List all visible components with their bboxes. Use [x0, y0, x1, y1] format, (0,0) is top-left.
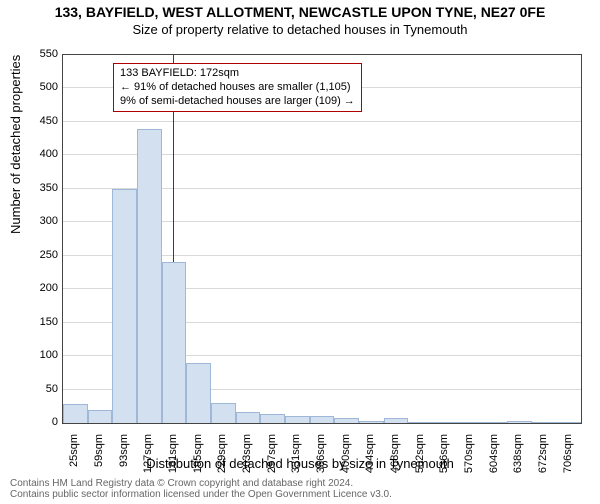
y-tick-label: 200	[40, 282, 58, 294]
x-tick-label: 536sqm	[438, 434, 450, 484]
y-tick-label: 500	[40, 81, 58, 93]
x-tick-label: 400sqm	[340, 434, 352, 484]
histogram-bar	[260, 414, 285, 423]
x-tick-label: 672sqm	[537, 434, 549, 484]
histogram-bar	[359, 421, 384, 423]
x-tick-label: 127sqm	[142, 434, 154, 484]
histogram-bar	[433, 422, 458, 423]
y-tick-label: 100	[40, 349, 58, 361]
histogram-bar	[408, 422, 433, 423]
histogram-bar	[532, 422, 557, 423]
x-tick-label: 263sqm	[241, 434, 253, 484]
y-tick-label: 550	[40, 48, 58, 60]
x-tick-label: 229sqm	[216, 434, 228, 484]
annotation-box: 133 BAYFIELD: 172sqm ← 91% of detached h…	[113, 63, 362, 112]
x-tick-label: 434sqm	[364, 434, 376, 484]
annotation-line-1: 133 BAYFIELD: 172sqm	[120, 67, 355, 81]
histogram-bar	[507, 421, 532, 423]
x-tick-label: 638sqm	[512, 434, 524, 484]
histogram-bar	[186, 363, 211, 423]
histogram-bar	[310, 416, 335, 423]
histogram-bar	[211, 403, 236, 423]
histogram-bar	[162, 262, 187, 423]
y-tick-label: 150	[40, 316, 58, 328]
histogram-bar	[556, 422, 581, 423]
x-tick-label: 331sqm	[290, 434, 302, 484]
x-tick-label: 297sqm	[266, 434, 278, 484]
x-tick-label: 502sqm	[414, 434, 426, 484]
y-tick-label: 300	[40, 215, 58, 227]
footer-line-2: Contains public sector information licen…	[10, 489, 392, 500]
y-tick-label: 350	[40, 182, 58, 194]
histogram-bar	[334, 418, 359, 423]
y-tick-label: 250	[40, 249, 58, 261]
page-subtitle: Size of property relative to detached ho…	[0, 22, 600, 37]
x-tick-label: 25sqm	[68, 434, 80, 484]
y-tick-label: 50	[46, 383, 58, 395]
x-tick-label: 93sqm	[118, 434, 130, 484]
y-tick-label: 0	[52, 416, 58, 428]
x-tick-label: 366sqm	[315, 434, 327, 484]
histogram-bar	[88, 410, 113, 423]
annotation-line-2: ← 91% of detached houses are smaller (1,…	[120, 81, 355, 95]
x-tick-label: 604sqm	[488, 434, 500, 484]
histogram-bar	[236, 412, 261, 423]
x-tick-label: 570sqm	[463, 434, 475, 484]
y-tick-label: 450	[40, 115, 58, 127]
x-tick-label: 195sqm	[192, 434, 204, 484]
histogram-bar	[285, 416, 310, 423]
x-tick-label: 706sqm	[562, 434, 574, 484]
histogram-bar	[458, 422, 483, 423]
x-tick-label: 161sqm	[167, 434, 179, 484]
y-axis-label: Number of detached properties	[8, 55, 23, 234]
x-tick-label: 59sqm	[93, 434, 105, 484]
histogram-chart: 133 BAYFIELD: 172sqm ← 91% of detached h…	[62, 54, 582, 424]
histogram-bar	[63, 404, 88, 423]
page-title: 133, BAYFIELD, WEST ALLOTMENT, NEWCASTLE…	[0, 4, 600, 20]
y-tick-label: 400	[40, 148, 58, 160]
x-tick-label: 468sqm	[389, 434, 401, 484]
histogram-bar	[137, 129, 162, 423]
histogram-bar	[112, 189, 137, 423]
annotation-line-3: 9% of semi-detached houses are larger (1…	[120, 95, 355, 109]
histogram-bar	[482, 422, 507, 423]
histogram-bar	[384, 418, 409, 423]
